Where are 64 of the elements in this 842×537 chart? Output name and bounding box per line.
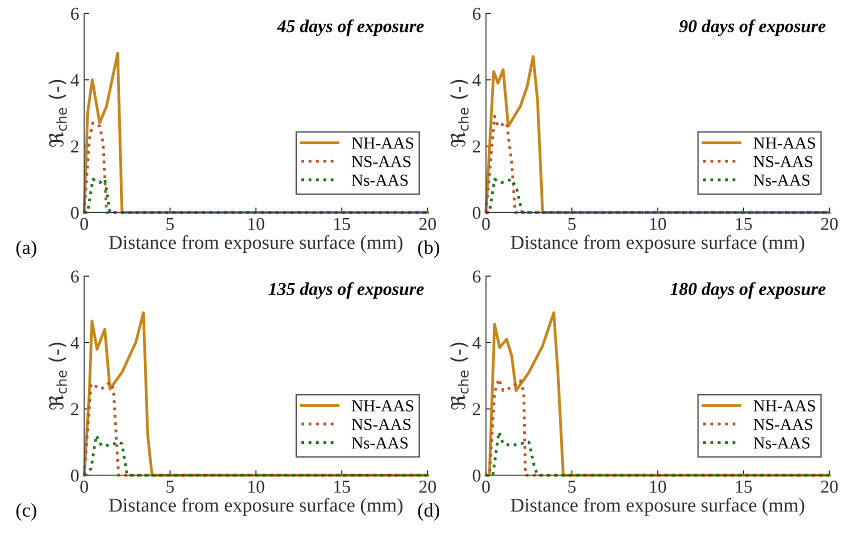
y-tick-label: 2 (472, 403, 480, 416)
legend-label: Ns-AAS (352, 174, 408, 186)
x-axis-title: Distance from exposure surface (mm) (109, 235, 402, 253)
chart-title: 45 days of exposure (276, 19, 424, 36)
y-tick-label: 4 (70, 74, 80, 86)
x-tick-label: 20 (419, 480, 436, 493)
y-tick-label: 0 (71, 206, 79, 219)
x-tick-label: 0 (482, 218, 490, 230)
y-tick-label: 2 (472, 140, 480, 152)
x-tick-label: 0 (80, 218, 88, 230)
y-tick-label: 4 (70, 336, 80, 349)
x-tick-label: 10 (650, 480, 666, 493)
y-tick-label: 6 (71, 270, 79, 283)
text: (d) (418, 503, 440, 521)
y-tick-label: 6 (71, 8, 79, 20)
y-tick-label: 0 (472, 470, 480, 482)
y-tick-label: 4 (472, 336, 481, 349)
legend-label: NS-AAS (352, 156, 410, 168)
y-axis-title: ℜ$_{che}$ (-) (48, 342, 67, 410)
x-axis-title: Distance from exposure surface (mm) (510, 498, 804, 516)
legend-label: NS-AAS (352, 418, 410, 430)
y-tick-label: 0 (71, 470, 79, 482)
legend-label: NH-AAS (352, 400, 414, 412)
y-axis-title: ℜ$_{che}$ (-) (48, 80, 67, 147)
y-tick-label: 2 (71, 140, 78, 152)
x-tick-label: 15 (736, 218, 752, 230)
x-tick-label: 5 (166, 218, 174, 230)
legend-label: Ns-AAS (754, 174, 810, 186)
x-tick-label: 5 (568, 218, 576, 230)
x-tick-label: 5 (166, 480, 174, 493)
text: (a) (16, 240, 36, 258)
x-tick-label: 15 (736, 480, 752, 493)
y-tick-label: 0 (472, 206, 480, 219)
legend-label: NH-AAS (352, 138, 414, 149)
x-tick-label: 20 (821, 218, 838, 230)
x-tick-label: 20 (821, 480, 838, 493)
x-axis-title: Distance from exposure surface (mm) (510, 235, 804, 253)
y-axis-title: ℜ$_{che}$ (-) (450, 80, 469, 147)
x-axis-title: Distance from exposure surface (mm) (109, 498, 402, 516)
x-tick-label: 15 (334, 480, 350, 493)
text: (b) (418, 240, 440, 258)
y-tick-label: 6 (472, 270, 481, 283)
x-tick-label: 20 (419, 218, 436, 230)
chart-title: 135 days of exposure (268, 282, 424, 299)
x-tick-label: 0 (80, 480, 88, 493)
legend-label: Ns-AAS (352, 437, 408, 449)
x-tick-label: 0 (482, 480, 490, 493)
x-tick-label: 10 (248, 480, 264, 493)
x-tick-label: 10 (650, 218, 666, 230)
y-axis-title: ℜ$_{che}$ (-) (450, 342, 469, 410)
y-tick-label: 4 (472, 74, 481, 86)
legend-label: NS-AAS (754, 156, 812, 168)
legend-label: NS-AAS (754, 418, 812, 430)
x-tick-label: 5 (568, 480, 576, 493)
legend-label: NH-AAS (754, 400, 816, 412)
y-tick-label: 2 (71, 403, 78, 416)
legend-label: Ns-AAS (754, 437, 810, 449)
y-tick-label: 6 (472, 8, 481, 20)
chart-title: 180 days of exposure (670, 282, 826, 299)
text: (c) (16, 503, 36, 521)
legend-label: NH-AAS (754, 138, 816, 149)
x-tick-label: 10 (248, 218, 264, 230)
x-tick-label: 15 (334, 218, 350, 230)
chart-title: 90 days of exposure (679, 19, 826, 36)
